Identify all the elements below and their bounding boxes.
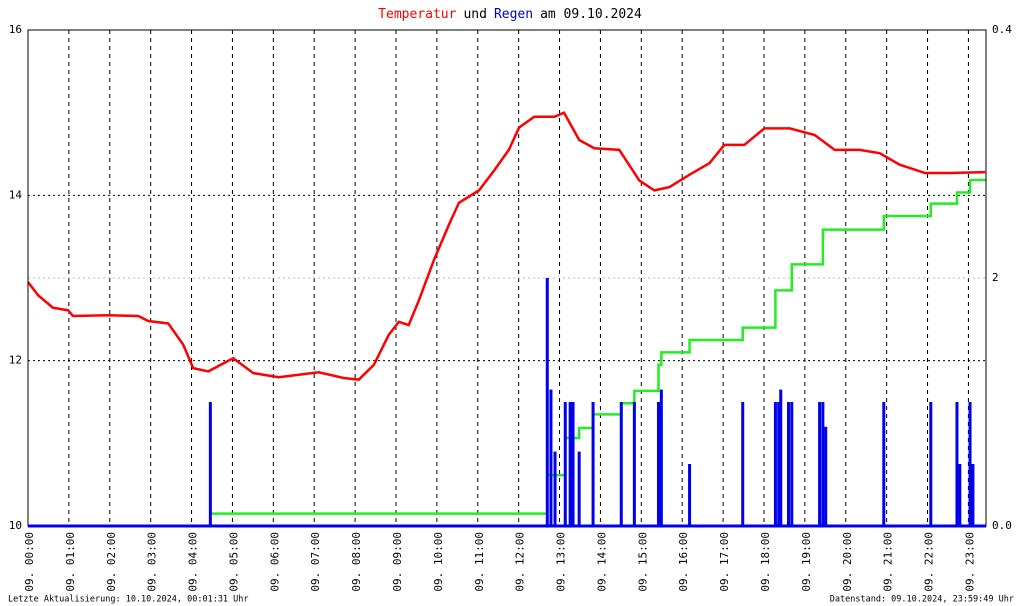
rain-bar xyxy=(821,402,825,526)
rain-bar xyxy=(882,402,886,526)
x-tick-label: 09. 06:00 xyxy=(268,532,281,592)
x-tick-label: 09. 15:00 xyxy=(636,532,649,592)
x-tick-label: 09. 16:00 xyxy=(677,532,690,592)
x-tick-label: 09. 18:00 xyxy=(759,532,772,592)
x-tick-label: 09. 23:00 xyxy=(963,532,976,592)
rain-bar xyxy=(688,464,692,526)
rain-bar xyxy=(632,402,636,526)
rain-bar xyxy=(790,402,794,526)
x-tick-label: 09. 14:00 xyxy=(595,532,608,592)
y-tick-label: 16 xyxy=(9,23,22,36)
title-part: Temperatur xyxy=(378,7,456,22)
rain-bar xyxy=(571,402,575,526)
y3-tick-label: 2 xyxy=(992,271,999,284)
x-tick-label: 09. 13:00 xyxy=(555,532,568,592)
y-tick-label: 14 xyxy=(9,188,23,201)
x-tick-label: 09. 20:00 xyxy=(841,532,854,592)
x-tick-label: 09. 07:00 xyxy=(309,532,322,592)
rain-bar xyxy=(968,402,972,526)
rain-bar xyxy=(619,402,623,526)
rain-bar xyxy=(818,402,822,526)
labels: 09. 00:00 09. 01:00 09. 02:00 09. 03:00 09. … xyxy=(9,23,1012,592)
x-tick-label: 09. 17:00 xyxy=(718,532,731,592)
cumulative-rain-line xyxy=(210,178,986,515)
x-tick-label: 09. 08:00 xyxy=(350,532,363,592)
rain-bar xyxy=(549,389,553,526)
y2-tick-label: 0.4 xyxy=(992,23,1012,36)
rain-bar xyxy=(779,389,783,526)
x-tick-label: 09. 12:00 xyxy=(514,532,527,592)
y-tick-label: 10 xyxy=(9,519,22,532)
footer-right: Datenstand: 09.10.2024, 23:59:49 Uhr xyxy=(830,595,1014,605)
rain-bar xyxy=(773,402,777,526)
rain-bar xyxy=(545,278,549,526)
title-part: und xyxy=(463,7,486,22)
title-part: Regen xyxy=(494,7,533,22)
x-tick-label: 09. 21:00 xyxy=(882,532,895,592)
x-tick-label: 09. 02:00 xyxy=(105,532,118,592)
rain-bar xyxy=(824,426,828,526)
x-tick-label: 09. 01:00 xyxy=(64,532,77,592)
x-tick-label: 09. 11:00 xyxy=(473,532,486,592)
footer-left: Letzte Aktualisierung: 10.10.2024, 00:01… xyxy=(8,595,249,605)
rain-bar xyxy=(787,402,791,526)
rain-bar xyxy=(553,451,557,526)
rain-bar xyxy=(568,402,572,526)
rain-bar xyxy=(958,464,962,526)
rain-bar xyxy=(208,402,212,526)
marks xyxy=(27,111,986,526)
rain-bar xyxy=(955,402,959,526)
x-tick-label: 09. 19:00 xyxy=(800,532,813,592)
rain-bar xyxy=(577,451,581,526)
x-tick-label: 09. 09:00 xyxy=(391,532,404,592)
rain-bar xyxy=(656,402,660,526)
y2-tick-label: 0.0 xyxy=(992,519,1012,532)
title-part: am 09.10.2024 xyxy=(540,7,642,22)
x-tick-label: 09. 00:00 xyxy=(23,532,36,592)
x-tick-label: 09. 04:00 xyxy=(187,532,200,592)
chart-title: Temperatur und Regen am 09.10.2024 xyxy=(378,7,642,22)
rain-bar xyxy=(777,402,781,526)
rain-bar xyxy=(971,464,975,526)
rain-bar xyxy=(563,402,567,526)
y-tick-label: 12 xyxy=(9,354,22,367)
grid xyxy=(28,30,986,526)
rain-bar xyxy=(591,402,595,526)
x-tick-label: 09. 03:00 xyxy=(146,532,159,592)
x-tick-label: 09. 05:00 xyxy=(227,532,240,592)
rain-bar xyxy=(659,389,663,526)
rain-bar xyxy=(929,402,933,526)
x-tick-label: 09. 22:00 xyxy=(923,532,936,592)
x-tick-label: 09. 10:00 xyxy=(432,532,445,592)
rain-bar xyxy=(741,402,745,526)
temperature-line xyxy=(27,111,986,381)
